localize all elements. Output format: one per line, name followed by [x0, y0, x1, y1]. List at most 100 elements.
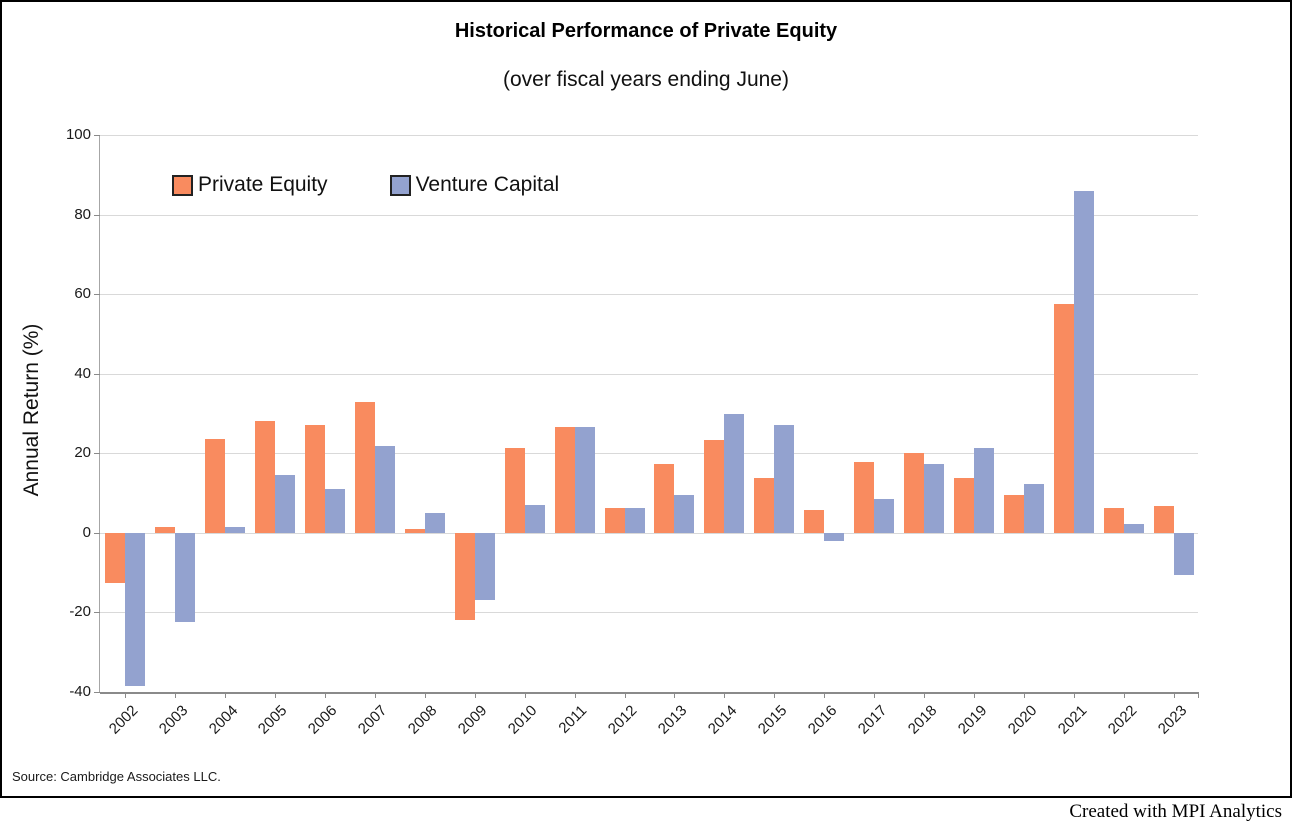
y-axis-tick-100: [94, 135, 100, 136]
bar-private-equity-2002: [104, 532, 125, 583]
bar-venture-capital-2014: [724, 413, 745, 533]
y-axis-tick--40: [94, 692, 100, 693]
x-axis-tick-2006: [324, 692, 326, 698]
y-tick-label-80: 80: [74, 205, 91, 223]
gridline-0: [100, 532, 1198, 534]
bar-venture-capital-2016: [824, 532, 845, 541]
bar-private-equity-2014: [704, 439, 725, 533]
bar-venture-capital-2003: [174, 532, 195, 623]
x-tick-label-2009: 2009: [455, 702, 491, 738]
gridline--20: [100, 612, 1198, 614]
x-axis-tick-2022: [1124, 692, 1126, 698]
y-tick-label-20: 20: [74, 444, 91, 462]
x-tick-label-2013: 2013: [654, 702, 691, 738]
bar-venture-capital-2023: [1174, 532, 1195, 576]
x-tick-label-2014: 2014: [704, 702, 741, 738]
x-axis-tick-2014: [724, 692, 726, 698]
legend-label-private-equity: Private Equity: [198, 173, 328, 196]
bar-private-equity-2015: [754, 477, 775, 533]
gridline-60: [100, 294, 1198, 296]
x-axis-tick-2020: [1024, 692, 1026, 698]
bar-venture-capital-2018: [924, 463, 945, 533]
x-tick-label-2004: 2004: [205, 702, 241, 738]
bar-venture-capital-2021: [1074, 191, 1095, 533]
legend-label-venture-capital: Venture Capital: [415, 173, 560, 196]
bar-private-equity-2016: [804, 509, 825, 533]
x-tick-label-2017: 2017: [854, 702, 891, 738]
bar-venture-capital-2010: [524, 505, 545, 533]
x-tick-label-2008: 2008: [405, 702, 441, 738]
source-note: Source: Cambridge Associates LLC.: [12, 769, 221, 784]
bar-venture-capital-2004: [224, 526, 245, 533]
x-tick-label-2021: 2021: [1054, 702, 1091, 738]
bar-venture-capital-2015: [774, 425, 795, 533]
y-axis-tick--20: [94, 612, 100, 614]
y-axis-title: Annual Return (%): [20, 323, 43, 497]
x-tick-label-2006: 2006: [305, 702, 341, 738]
x-axis-tick-2013: [674, 692, 676, 698]
gridline-80: [100, 214, 1198, 216]
x-axis-tick-2023: [1174, 692, 1176, 698]
x-axis-tick-2015: [774, 692, 776, 698]
bar-venture-capital-2022: [1124, 523, 1145, 533]
x-tick-label-2022: 2022: [1104, 702, 1141, 738]
x-axis-tick-2012: [624, 692, 626, 698]
bar-venture-capital-2019: [974, 447, 995, 533]
bar-private-equity-2011: [554, 427, 575, 533]
bar-private-equity-2006: [304, 425, 325, 533]
bar-private-equity-2004: [204, 439, 225, 533]
legend-item-private-equity: Private Equity: [172, 173, 328, 197]
x-axis-tick-end: [1198, 692, 1199, 698]
gridline--40: [100, 692, 1198, 694]
x-tick-label-2012: 2012: [604, 702, 641, 738]
x-axis-tick-2019: [974, 692, 976, 698]
bar-private-equity-2009: [454, 532, 475, 621]
bar-private-equity-2023: [1154, 506, 1175, 533]
x-axis-tick-2010: [524, 692, 526, 698]
bar-venture-capital-2005: [274, 475, 295, 533]
x-tick-label-2023: 2023: [1154, 702, 1191, 738]
bar-private-equity-2008: [404, 528, 425, 533]
x-tick-label-2010: 2010: [505, 702, 541, 738]
legend-item-venture-capital: Venture Capital: [389, 173, 560, 197]
x-tick-label-2005: 2005: [255, 702, 291, 738]
bar-venture-capital-2017: [874, 499, 895, 533]
x-axis-tick-2017: [874, 692, 876, 698]
bar-venture-capital-2006: [324, 489, 345, 533]
x-axis-tick-2007: [374, 692, 376, 698]
bar-venture-capital-2008: [424, 512, 445, 533]
bar-private-equity-2007: [354, 402, 375, 533]
x-tick-label-2007: 2007: [355, 702, 391, 738]
gridline-40: [100, 373, 1198, 375]
y-axis-tick-60: [94, 294, 100, 296]
y-tick-label-60: 60: [74, 285, 91, 303]
x-axis-tick-2021: [1074, 692, 1076, 698]
bar-private-equity-2022: [1104, 508, 1125, 533]
bar-private-equity-2017: [854, 461, 875, 533]
x-axis-tick-2008: [424, 692, 426, 698]
gridline-100: [100, 135, 1198, 136]
x-axis-tick-2002: [124, 692, 126, 698]
x-tick-label-2002: 2002: [105, 702, 142, 738]
legend: Private Equity Venture Capital: [172, 173, 559, 197]
chart-subtitle: (over fiscal years ending June): [503, 68, 789, 91]
y-tick-label-40: 40: [74, 364, 91, 382]
x-tick-label-2016: 2016: [804, 702, 841, 738]
bar-private-equity-2019: [954, 477, 975, 533]
y-axis-tick-80: [94, 214, 100, 216]
bar-venture-capital-2012: [624, 508, 645, 533]
credit-note: Created with MPI Analytics: [1069, 801, 1282, 822]
bar-venture-capital-2002: [124, 532, 145, 687]
chart-title: Historical Performance of Private Equity: [454, 20, 838, 42]
bar-venture-capital-2007: [374, 446, 395, 533]
bar-private-equity-2012: [604, 508, 625, 533]
y-tick-label--40: -40: [69, 683, 91, 700]
bar-venture-capital-2013: [674, 495, 695, 533]
y-axis-tick-20: [94, 453, 100, 455]
x-axis-tick-2005: [274, 692, 276, 698]
bar-private-equity-2003: [154, 526, 175, 533]
legend-swatch-venture-capital: [389, 174, 411, 196]
x-axis-tick-2004: [224, 692, 226, 698]
x-tick-label-2019: 2019: [954, 702, 991, 738]
bar-private-equity-2005: [254, 420, 275, 533]
